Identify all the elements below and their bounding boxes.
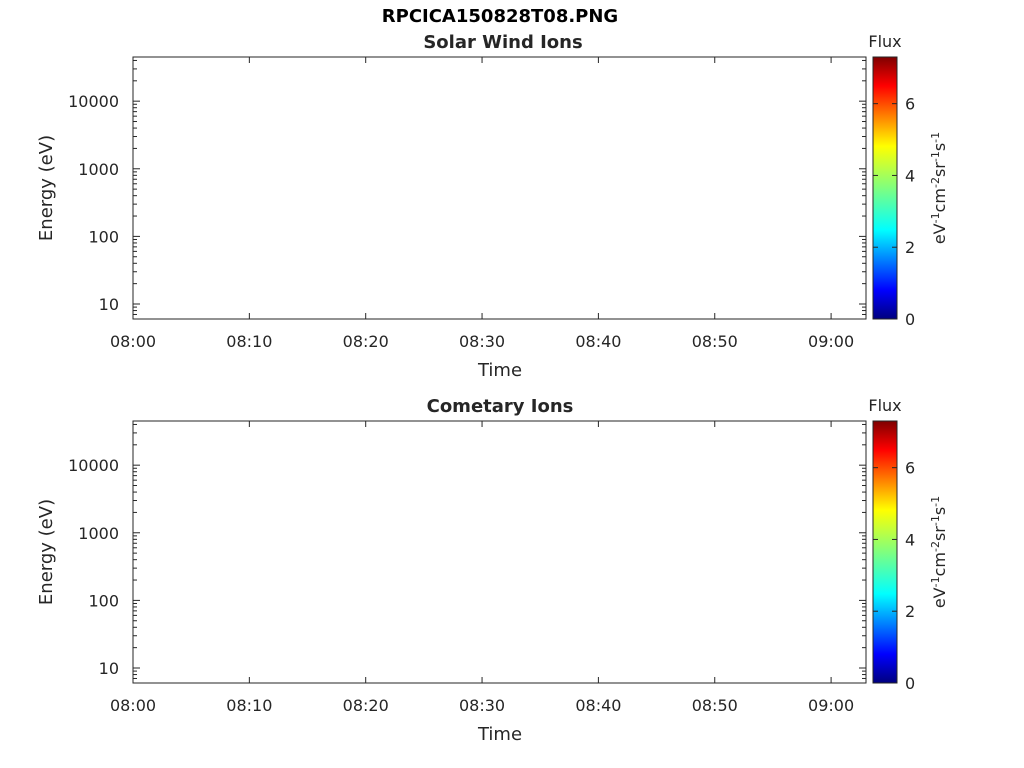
plot-frame-cometary (132, 420, 867, 684)
colorbar-ticks-cometary: 0 2 4 6 (873, 459, 915, 693)
y-tick-label: 100 (88, 227, 119, 246)
y-tick-label: 10000 (68, 456, 119, 475)
x-tick-label: 08:40 (575, 696, 621, 715)
x-tick-label: 08:10 (226, 696, 272, 715)
colorbar-tick-label: 4 (905, 166, 915, 185)
x-tick-label: 08:00 (110, 332, 156, 351)
colorbar-tick-label: 0 (905, 310, 915, 329)
axes-cometary: 08:00 08:10 08:20 08:30 08:40 08:50 09:00 10 100… (68, 421, 866, 715)
colorbar-title-cometary: Flux (868, 396, 901, 415)
x-tick-label: 08:00 (110, 696, 156, 715)
colorbar-solar-wind (872, 56, 898, 320)
y-tick-label: 100 (88, 591, 119, 610)
panel-cometary: Cometary Ions 08:00 08:10 08:20 08:30 08:40 0… (36, 396, 949, 745)
colorbar-unit-cometary: eV-1cm-2sr-1s-1 (929, 496, 949, 608)
y-tick-label: 10000 (68, 92, 119, 111)
colorbar-tick-label: 2 (905, 602, 915, 621)
panel-solar-wind: Solar Wind Ions 08:00 08:10 08:20 08:30 08:4… (36, 32, 949, 381)
x-tick-label: 08:30 (459, 332, 505, 351)
y-tick-label: 10 (99, 659, 119, 678)
x-tick-label: 08:10 (226, 332, 272, 351)
x-tick-label: 08:50 (692, 696, 738, 715)
plot-frame-solar-wind (132, 56, 867, 320)
colorbar-tick-label: 6 (905, 95, 915, 114)
x-axis-label-solar-wind: Time (477, 360, 522, 381)
figure-title: RPCICA150828T08.PNG (381, 6, 619, 27)
colorbar-ticks-solar-wind: 0 2 4 6 (873, 95, 915, 329)
x-tick-label: 09:00 (808, 332, 854, 351)
y-tick-label: 1000 (78, 160, 119, 179)
x-tick-label: 08:20 (343, 332, 389, 351)
colorbar-tick-label: 4 (905, 530, 915, 549)
colorbar-tick-label: 0 (905, 674, 915, 693)
colorbar-cometary (872, 420, 898, 684)
panel-title-cometary: Cometary Ions (427, 396, 574, 417)
x-tick-label: 08:20 (343, 696, 389, 715)
colorbar-tick-label: 6 (905, 459, 915, 478)
x-tick-label: 08:50 (692, 332, 738, 351)
x-tick-label: 08:30 (459, 696, 505, 715)
colorbar-tick-label: 2 (905, 238, 915, 257)
x-axis-label-cometary: Time (477, 724, 522, 745)
panel-title-solar-wind: Solar Wind Ions (423, 32, 582, 53)
axes-solar-wind: 08:00 08:10 08:20 08:30 08:40 08:50 09:00 10 100… (68, 57, 866, 351)
x-tick-label: 09:00 (808, 696, 854, 715)
x-tick-label: 08:40 (575, 332, 621, 351)
y-axis-label-solar-wind: Energy (eV) (36, 135, 57, 241)
y-tick-label: 10 (99, 295, 119, 314)
colorbar-unit-solar-wind: eV-1cm-2sr-1s-1 (929, 132, 949, 244)
y-tick-label: 1000 (78, 524, 119, 543)
colorbar-title-solar-wind: Flux (868, 32, 901, 51)
y-axis-label-cometary: Energy (eV) (36, 499, 57, 605)
